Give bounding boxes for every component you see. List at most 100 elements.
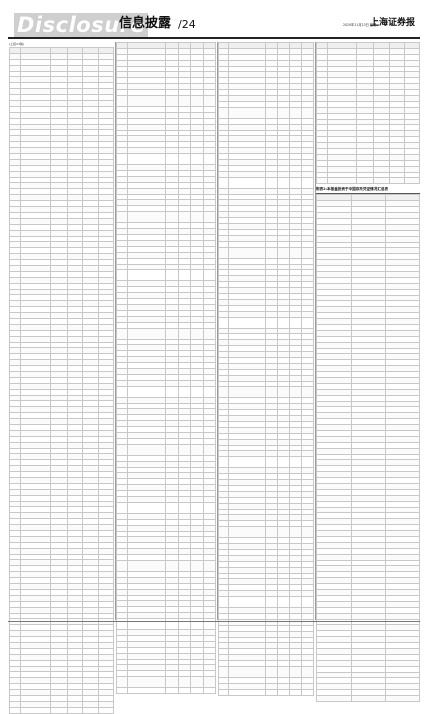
table-cell	[384, 594, 421, 602]
table-cell	[202, 560, 217, 573]
table-row	[217, 211, 314, 219]
table-row	[217, 420, 314, 428]
table-cell	[217, 526, 230, 539]
table-cell	[8, 512, 22, 520]
table-cell	[20, 211, 51, 219]
table-cell	[277, 666, 291, 679]
table-cell	[301, 549, 314, 556]
table-row	[8, 200, 114, 208]
table-cell	[217, 316, 230, 329]
table-cell	[404, 130, 420, 138]
table-row	[116, 239, 217, 247]
table-row	[8, 600, 114, 608]
table-cell	[202, 141, 217, 149]
table-cell	[301, 543, 314, 551]
table-row	[8, 182, 114, 190]
table-cell	[301, 560, 314, 568]
table-row	[8, 88, 114, 96]
table-cell	[202, 234, 217, 241]
table-cell	[202, 211, 217, 224]
table-cell	[228, 53, 267, 61]
table-cell	[301, 223, 314, 230]
table-cell	[20, 706, 51, 714]
table-row	[8, 270, 114, 278]
table-cell	[116, 385, 128, 398]
table-cell	[384, 547, 421, 555]
table-row	[8, 229, 114, 237]
table-cell	[277, 176, 291, 189]
table-row	[116, 600, 217, 608]
table-row	[8, 241, 114, 249]
table-row	[217, 543, 314, 551]
table-cell	[126, 560, 167, 573]
column-divider	[216, 42, 217, 620]
table-cell	[217, 147, 230, 155]
table-cell	[8, 577, 22, 585]
table-cell	[116, 327, 128, 340]
table-row	[316, 600, 421, 608]
table-row	[217, 374, 314, 382]
table-cell	[98, 194, 114, 202]
column-1: (上接23版)	[8, 42, 114, 714]
table-cell	[217, 618, 230, 626]
table-row	[217, 549, 314, 556]
table-cell	[217, 584, 230, 592]
table-row	[116, 408, 217, 416]
table-cell	[98, 47, 114, 54]
table-cell	[116, 269, 128, 282]
table-row	[116, 234, 217, 241]
holdings-table-4	[315, 42, 420, 185]
table-cell	[98, 235, 114, 243]
table-row	[315, 95, 420, 102]
table-row	[8, 588, 114, 596]
table-cell	[8, 47, 22, 54]
table-cell	[20, 618, 51, 626]
newspaper-name: 上海证券报	[370, 18, 416, 28]
table-cell	[8, 141, 22, 149]
table-row	[217, 193, 314, 201]
table-row	[8, 359, 114, 367]
table-cell	[98, 135, 114, 143]
table-cell	[217, 176, 230, 189]
table-cell	[202, 600, 217, 608]
table-row	[316, 612, 421, 620]
table-cell	[98, 188, 114, 196]
issue-date: 2020年11月23日 星期一	[343, 23, 380, 27]
table-cell	[202, 594, 217, 602]
table-cell	[228, 537, 267, 545]
table-row	[316, 229, 421, 237]
table-cell	[202, 175, 217, 183]
table-cell	[228, 176, 267, 189]
table-cell	[289, 526, 303, 539]
table-cell	[228, 193, 267, 201]
table-row	[8, 577, 114, 585]
table-cell	[98, 612, 114, 620]
table-cell	[384, 217, 421, 225]
table-row	[217, 159, 314, 166]
table-cell	[301, 123, 314, 131]
table-cell	[126, 676, 167, 689]
table-row	[116, 472, 217, 480]
table-cell	[20, 200, 51, 208]
table-cell	[228, 42, 267, 49]
table-cell	[8, 158, 22, 166]
holdings-table-3	[217, 42, 314, 696]
table-cell	[190, 560, 204, 573]
table-row	[316, 217, 421, 225]
table-row	[116, 106, 217, 113]
table-row	[116, 356, 217, 364]
table-cell	[126, 501, 167, 514]
table-cell	[98, 170, 114, 178]
table-row	[8, 524, 114, 532]
table-cell	[301, 554, 314, 562]
table-cell	[228, 514, 267, 522]
table-cell	[8, 530, 22, 537]
table-cell	[228, 199, 267, 207]
table-cell	[384, 212, 421, 219]
table-cell	[228, 141, 267, 149]
table-cell	[301, 526, 314, 539]
table-cell	[8, 52, 22, 60]
table-cell	[20, 188, 51, 196]
table-cell	[20, 553, 51, 561]
table-cell	[265, 246, 279, 259]
